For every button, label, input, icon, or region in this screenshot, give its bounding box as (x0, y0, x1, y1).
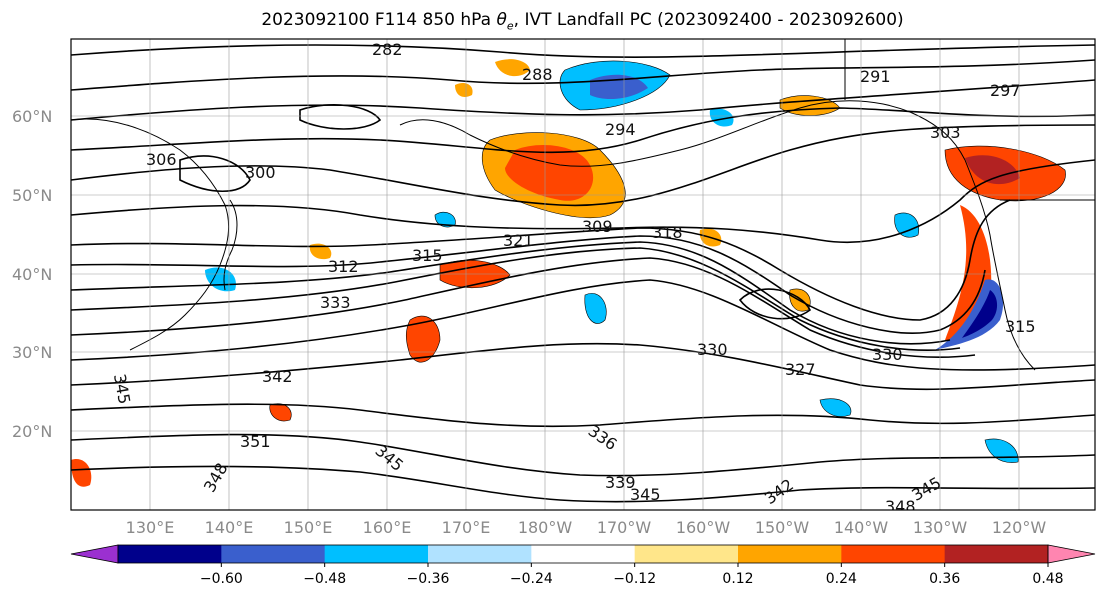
contour-label: 297 (990, 81, 1021, 100)
colorbar-frame (117, 544, 1049, 564)
lon-label: 130°W (913, 518, 968, 537)
colorbar-tick-label: 0.48 (1032, 571, 1063, 587)
lat-label: 20°N (12, 422, 52, 441)
latitude-labels: 60°N 50°N 40°N 30°N 20°N (12, 107, 52, 441)
contour-label: 333 (320, 293, 351, 312)
map-title: 2023092100 F114 850 hPa θe, IVT Landfall… (261, 10, 904, 33)
contour-label: 327 (785, 360, 816, 379)
contour-label: 348 (885, 497, 916, 516)
contour-label: 312 (328, 257, 359, 276)
contour-label: 309 (582, 217, 613, 236)
lat-label: 40°N (12, 265, 52, 284)
colorbar-segment (841, 545, 946, 563)
contour-label: 291 (860, 67, 891, 86)
lon-label: 140°W (834, 518, 889, 537)
longitude-labels: 130°E 140°E 150°E 160°E 170°E 180°W 170°… (126, 518, 1047, 537)
colorbar-segment (324, 545, 429, 563)
lon-label: 150°W (755, 518, 810, 537)
lon-label: 160°E (363, 518, 412, 537)
contour-label: 342 (262, 367, 293, 386)
lat-label: 30°N (12, 343, 52, 362)
colorbar: −0.60 −0.48 −0.36 −0.24 −0.12 0.12 0.24 0.36 0.4… (70, 544, 1096, 587)
colorbar-segment (634, 545, 739, 563)
contour-label: 303 (930, 123, 961, 142)
lon-label: 140°E (205, 518, 254, 537)
contour-label: 315 (1005, 317, 1036, 336)
lon-label: 180°W (518, 518, 573, 537)
contour-label: 294 (605, 120, 636, 139)
colorbar-tick-label: −0.48 (303, 571, 346, 587)
colorbar-tick-label: −0.12 (613, 571, 656, 587)
contour-label: 306 (146, 150, 177, 169)
colorbar-tick-label: 0.12 (722, 571, 753, 587)
contour-label: 300 (245, 163, 276, 182)
contour-label: 288 (522, 65, 553, 84)
colorbar-tick-label: −0.24 (510, 571, 553, 587)
colorbar-segment (118, 545, 222, 563)
colorbar-tick-label: 0.24 (826, 571, 857, 587)
contour-label: 282 (372, 40, 403, 59)
colorbar-tick-label: −0.60 (200, 571, 243, 587)
lon-label: 150°E (284, 518, 333, 537)
colorbar-tick-label: −0.36 (407, 571, 450, 587)
contour-label: 351 (240, 432, 271, 451)
gridlines (71, 39, 1095, 510)
contour-label: 339 (605, 473, 636, 492)
lon-label: 170°E (442, 518, 491, 537)
contour-label: 330 (872, 345, 903, 364)
map-frame (70, 38, 1096, 511)
map-panel: 282 288 291 297 294 303 306 300 312 315 … (71, 39, 1095, 516)
lon-label: 160°W (676, 518, 731, 537)
colorbar-extend-high (1047, 544, 1096, 564)
contour-label: 318 (652, 223, 683, 242)
contour-label: 315 (412, 246, 443, 265)
colorbar-segment (221, 545, 326, 563)
contour-label: 321 (503, 231, 534, 250)
contour-label: 345 (630, 485, 661, 504)
colorbar-segment (531, 545, 636, 563)
lat-label: 50°N (12, 186, 52, 205)
lat-label: 60°N (12, 107, 52, 126)
colorbar-tick-label: 0.36 (929, 571, 960, 587)
colorbar-extend-low (70, 544, 119, 564)
contour-label: 330 (697, 340, 728, 359)
lon-label: 170°W (597, 518, 652, 537)
colorbar-segment (738, 545, 842, 563)
colorbar-segment (944, 545, 1049, 563)
lon-label: 120°W (992, 518, 1047, 537)
colorbar-segment (428, 545, 532, 563)
coastlines (71, 39, 1095, 371)
lon-label: 130°E (126, 518, 175, 537)
